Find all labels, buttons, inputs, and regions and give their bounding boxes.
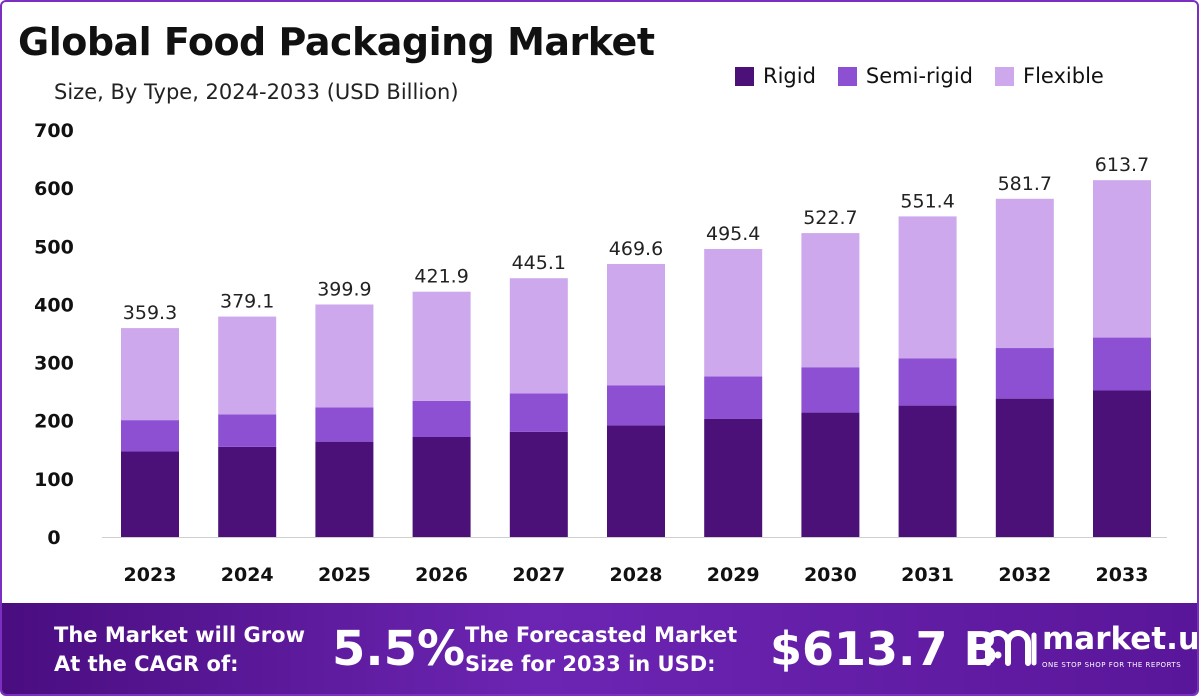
forecast-label: The Forecasted Market Size for 2033 in U… xyxy=(465,621,737,679)
stacked-bar-chart: 0 100 200 300 400 500 600 700 359.3 2023 379.1 2024… xyxy=(34,120,1167,586)
bar-segment-flexible xyxy=(607,263,665,386)
forecast-label-line2: Size for 2033 in USD: xyxy=(465,652,716,676)
bar-segment-flexible xyxy=(315,304,374,408)
legend-item-semi-rigid: Semi-rigid xyxy=(837,64,974,88)
market-us-logo-icon xyxy=(985,630,1037,666)
legend-item-flexible: Flexible xyxy=(995,64,1104,88)
bar-segment-rigid xyxy=(607,425,665,537)
forecast-value: $613.7 B xyxy=(770,622,999,676)
y-tick-label: 700 xyxy=(34,120,74,142)
x-tick-label: 2028 xyxy=(610,564,663,586)
x-tick-label: 2025 xyxy=(318,564,371,586)
bar-segment-semi-rigid xyxy=(607,385,665,426)
legend-swatch-flexible xyxy=(995,66,1015,86)
footer-banner: The Market will Grow At the CAGR of: 5.5… xyxy=(2,603,1197,694)
brand-name: market.us xyxy=(1042,621,1199,657)
bar-segment-semi-rigid xyxy=(801,367,860,413)
legend-label-semi-rigid: Semi-rigid xyxy=(865,64,974,88)
x-tick-label: 2029 xyxy=(707,564,760,586)
total-data-label: 359.3 xyxy=(123,302,177,324)
y-tick-label: 0 xyxy=(47,527,60,549)
bar-segment-rigid xyxy=(121,451,179,537)
bar-segment-flexible xyxy=(121,328,179,421)
x-tick-label: 2032 xyxy=(998,564,1051,586)
x-tick-label: 2027 xyxy=(512,564,565,586)
bar-segment-flexible xyxy=(1093,180,1151,338)
total-data-label: 495.4 xyxy=(706,223,760,245)
x-tick-label: 2031 xyxy=(901,564,954,586)
bar-segment-rigid xyxy=(801,412,860,537)
cagr-value: 5.5% xyxy=(332,621,466,677)
total-data-label: 421.9 xyxy=(414,266,468,288)
total-data-label: 469.6 xyxy=(609,238,663,260)
bar-segment-flexible xyxy=(412,291,471,401)
chart-subtitle: Size, By Type, 2024-2033 (USD Billion) xyxy=(54,80,459,104)
bar-segment-rigid xyxy=(995,398,1054,537)
x-tick-label: 2023 xyxy=(124,564,177,586)
bar-segment-flexible xyxy=(801,233,860,368)
y-tick-label: 200 xyxy=(34,411,74,433)
bar-segment-flexible xyxy=(704,248,763,377)
bar-segment-rigid xyxy=(412,436,471,537)
legend-item-rigid: Rigid xyxy=(735,64,816,88)
cagr-label: The Market will Grow At the CAGR of: xyxy=(54,621,305,679)
y-tick-label: 500 xyxy=(34,236,74,258)
bar-segment-semi-rigid xyxy=(121,420,179,452)
legend-swatch-rigid xyxy=(735,66,754,86)
bar-segment-semi-rigid xyxy=(412,400,471,437)
legend-label-rigid: Rigid xyxy=(763,64,816,88)
bar-segment-flexible xyxy=(995,198,1054,349)
bar-segment-semi-rigid xyxy=(315,407,374,442)
x-tick-label: 2033 xyxy=(1096,564,1149,586)
bar-segment-flexible xyxy=(898,216,957,359)
total-data-label: 399.9 xyxy=(317,278,371,300)
bar-segment-rigid xyxy=(1093,390,1151,537)
bar-segment-flexible xyxy=(218,316,277,415)
y-tick-label: 100 xyxy=(34,469,74,491)
bar-segment-semi-rigid xyxy=(1093,337,1151,391)
legend-swatch-semi-rigid xyxy=(837,66,857,86)
bar-segment-semi-rigid xyxy=(218,414,277,447)
legend: Rigid Semi-rigid Flexible xyxy=(735,64,1126,88)
bar-segment-rigid xyxy=(509,431,568,537)
x-tick-label: 2024 xyxy=(221,564,274,586)
cagr-label-line2: At the CAGR of: xyxy=(54,652,239,676)
total-data-label: 613.7 xyxy=(1095,154,1149,176)
bar-segment-semi-rigid xyxy=(898,358,957,406)
bar-segment-rigid xyxy=(315,441,374,537)
chart-title: Global Food Packaging Market xyxy=(18,20,655,64)
bar-segment-semi-rigid xyxy=(995,348,1054,399)
forecast-label-line1: The Forecasted Market xyxy=(465,623,738,647)
y-tick-label: 300 xyxy=(34,353,74,375)
total-data-label: 551.4 xyxy=(900,190,954,212)
y-tick-label: 600 xyxy=(34,178,74,200)
bar-segment-semi-rigid xyxy=(509,393,568,432)
bar-segment-semi-rigid xyxy=(704,376,763,419)
y-tick-label: 400 xyxy=(34,294,74,316)
bar-segment-rigid xyxy=(898,405,957,537)
bar-segment-rigid xyxy=(704,418,763,537)
brand-tagline: ONE STOP SHOP FOR THE REPORTS xyxy=(1042,661,1182,669)
bar-segment-flexible xyxy=(509,278,568,394)
x-tick-label: 2030 xyxy=(804,564,857,586)
cagr-label-line1: The Market will Grow xyxy=(54,623,305,647)
total-data-label: 581.7 xyxy=(998,173,1052,195)
x-tick-label: 2026 xyxy=(415,564,468,586)
total-data-label: 522.7 xyxy=(803,207,857,229)
total-data-label: 445.1 xyxy=(512,252,566,274)
legend-label-flexible: Flexible xyxy=(1023,64,1104,88)
total-data-label: 379.1 xyxy=(220,291,274,313)
bar-segment-rigid xyxy=(218,446,277,537)
